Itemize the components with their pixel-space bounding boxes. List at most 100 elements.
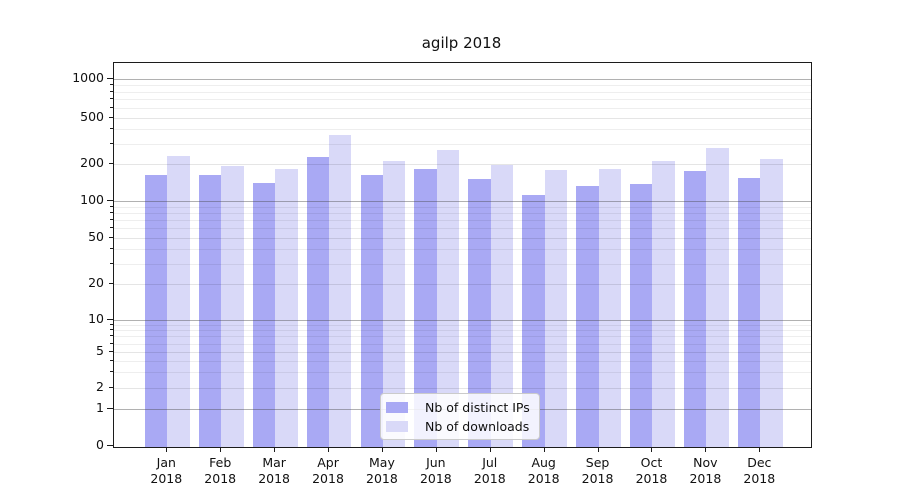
gridline-minor [114, 91, 811, 93]
gridline-minor [114, 324, 811, 326]
x-tick-year: 2018 [419, 471, 452, 486]
legend-swatch-downloads [386, 421, 408, 432]
x-tick-month: Sep [585, 455, 610, 470]
gridline-minor [114, 206, 811, 208]
y-minor-tick-mark [110, 128, 113, 130]
bar-feb-ips [198, 175, 222, 447]
legend-label: Nb of downloads [425, 419, 530, 434]
gridline-minor [114, 129, 811, 131]
x-tick-mark [705, 447, 707, 452]
bar-jun-ips [414, 168, 437, 447]
y-tick-mark [109, 237, 113, 238]
x-tick-year: 2018 [473, 471, 506, 486]
y-tick-label: 1 [96, 399, 104, 415]
x-tick-month: Apr [317, 455, 339, 470]
x-tick-mark [435, 447, 437, 452]
x-tick-year: 2018 [204, 471, 237, 486]
x-tick-year: 2018 [689, 471, 722, 486]
bar-jul-downloads [490, 165, 514, 447]
x-tick-month: Jul [482, 455, 498, 470]
x-tick-mark [489, 447, 491, 452]
chart-title: agilp 2018 [421, 34, 502, 52]
bar-apr-downloads [329, 134, 352, 447]
x-tick-year: 2018 [635, 471, 668, 486]
x-tick-year: 2018 [366, 471, 398, 486]
gridline-minor [114, 99, 811, 101]
x-tick-year: 2018 [258, 471, 291, 486]
x-tick-month: Mar [262, 455, 286, 470]
legend-item: Nb of downloads [386, 417, 534, 436]
x-tick-label: Jan 2018 [138, 455, 194, 487]
x-tick-mark [651, 447, 653, 452]
bar-aug-ips [522, 194, 545, 447]
gridline-minor [114, 336, 811, 338]
plot-area [113, 62, 812, 448]
bar-dec-ips [737, 177, 761, 447]
gridline-major [114, 320, 811, 321]
gridline [114, 164, 811, 166]
x-tick-label: Sep 2018 [570, 455, 626, 487]
bar-dec-downloads [760, 158, 783, 447]
x-tick-label: Feb 2018 [192, 455, 248, 487]
x-tick-year: 2018 [150, 471, 183, 486]
x-tick-month: Feb [209, 455, 232, 470]
legend-label: Nb of distinct IPs [425, 400, 530, 415]
y-minor-tick-mark [110, 84, 113, 86]
x-tick-month: Jun [426, 455, 446, 470]
x-tick-label: Jul 2018 [462, 455, 518, 487]
x-tick-year: 2018 [581, 471, 614, 486]
y-tick-mark [107, 200, 113, 201]
y-minor-tick-mark [110, 335, 113, 337]
gridline-minor [114, 107, 811, 109]
gridline-minor [114, 85, 811, 87]
x-tick-month: Nov [693, 455, 718, 470]
y-tick-label: 200 [80, 155, 104, 171]
x-tick-label: Aug 2018 [516, 455, 572, 487]
bar-oct-downloads [652, 160, 675, 447]
y-tick-label: 10 [88, 311, 104, 326]
y-tick-label: 0 [96, 437, 104, 452]
y-tick-mark [107, 78, 113, 80]
bar-may-ips [360, 175, 383, 447]
gridline-major [114, 201, 811, 202]
gridline [114, 352, 811, 353]
x-tick-month: Oct [640, 455, 663, 470]
bar-sep-ips [576, 186, 599, 447]
gridline [114, 388, 811, 389]
y-tick-mark [107, 407, 113, 409]
x-tick-mark [166, 447, 168, 452]
bar-aug-downloads [544, 170, 568, 447]
bar-jan-downloads [167, 156, 190, 447]
legend-swatch-ips [386, 402, 408, 413]
y-tick-mark [107, 319, 113, 320]
bar-jun-downloads [436, 150, 460, 447]
x-tick-mark [543, 447, 545, 452]
x-tick-label: Dec 2018 [731, 455, 787, 487]
gridline-minor [114, 343, 811, 345]
y-minor-tick-mark [110, 227, 113, 229]
y-tick-label: 20 [88, 275, 104, 290]
gridline-major [114, 79, 811, 81]
y-tick-label: 50 [88, 229, 104, 244]
y-tick-mark [109, 116, 113, 118]
x-tick-year: 2018 [743, 471, 776, 486]
y-tick-mark [109, 163, 113, 165]
gridline-minor [114, 249, 811, 251]
y-minor-tick-mark [110, 142, 113, 144]
bar-nov-ips [683, 170, 707, 447]
y-minor-tick-mark [110, 329, 113, 331]
x-tick-month: Jan [156, 455, 176, 470]
x-tick-mark [220, 447, 222, 452]
y-tick-mark [107, 445, 113, 446]
bar-jan-ips [144, 174, 168, 447]
gridline-minor [114, 212, 811, 214]
x-tick-mark [274, 447, 276, 452]
gridline [114, 117, 811, 119]
gridline-minor [114, 330, 811, 332]
legend-item: Nb of distinct IPs [386, 398, 534, 417]
bar-feb-downloads [221, 165, 244, 447]
bar-apr-ips [306, 156, 330, 447]
x-tick-month: May [369, 455, 395, 470]
y-tick-label: 2 [96, 379, 104, 394]
